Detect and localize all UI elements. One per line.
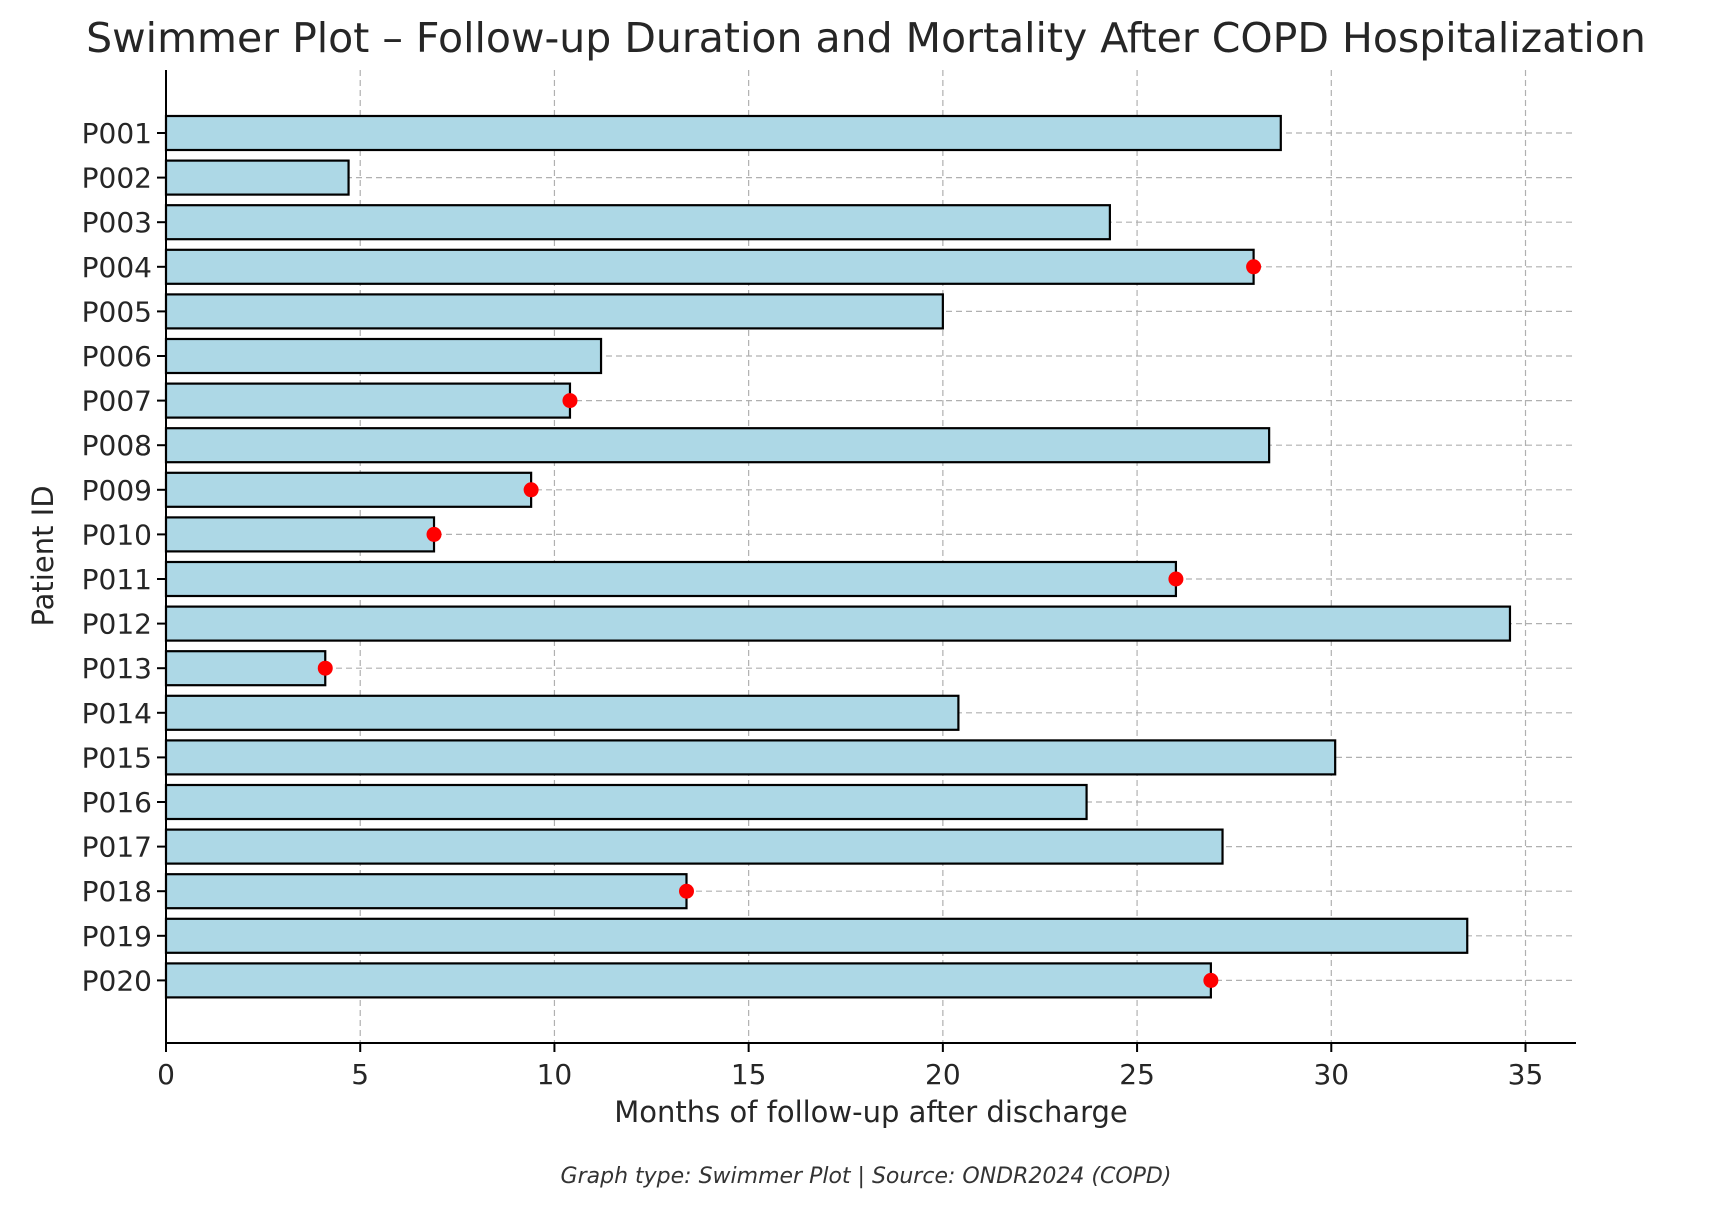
y-tick-label: P005 <box>82 295 152 328</box>
follow-up-bar <box>164 248 1255 285</box>
y-tick-label: P009 <box>82 474 152 507</box>
follow-up-bar <box>164 427 1271 464</box>
follow-up-bar <box>164 650 327 687</box>
follow-up-bar <box>164 917 1469 954</box>
y-tick-label: P007 <box>82 385 152 418</box>
x-tick-label: 20 <box>925 1058 961 1091</box>
follow-up-bar <box>164 114 1282 152</box>
death-marker <box>1168 571 1184 587</box>
follow-up-bar <box>164 293 944 330</box>
death-marker <box>523 482 539 498</box>
follow-up-bar <box>164 783 1088 821</box>
chart-caption: Graph type: Swimmer Plot | Source: ONDR2… <box>561 1164 1172 1189</box>
follow-up-bar <box>164 382 572 419</box>
bars <box>164 114 1512 999</box>
death-marker <box>562 393 578 409</box>
follow-up-bar <box>164 694 960 731</box>
y-tick-label: P011 <box>82 563 152 596</box>
y-tick-label: P013 <box>82 652 152 685</box>
x-tick-label: 35 <box>1508 1058 1544 1091</box>
follow-up-bar <box>164 560 1178 598</box>
y-tick-label: P012 <box>82 608 152 641</box>
follow-up-bar <box>164 739 1337 776</box>
death-marker <box>426 526 442 542</box>
follow-up-bar <box>164 159 350 196</box>
x-tick-label: 30 <box>1313 1058 1349 1091</box>
y-tick-label: P020 <box>82 964 152 997</box>
y-tick-label: P016 <box>82 786 152 819</box>
death-marker <box>317 660 333 676</box>
follow-up-bar <box>164 516 436 553</box>
x-axis-label: Months of follow-up after discharge <box>614 1095 1128 1129</box>
follow-up-bar <box>164 873 688 910</box>
y-tick-label: P014 <box>82 697 152 730</box>
y-tick-label: P017 <box>82 831 152 864</box>
follow-up-bar <box>164 828 1224 865</box>
x-tick-label: 0 <box>157 1058 175 1091</box>
y-tick-label: P019 <box>82 920 152 953</box>
x-tick-label: 15 <box>731 1058 767 1091</box>
y-tick-label: P003 <box>82 206 152 239</box>
y-tick-label: P002 <box>82 162 152 195</box>
y-tick-label: P015 <box>82 741 152 774</box>
y-tick-label: P010 <box>82 518 152 551</box>
y-tick-label: P004 <box>82 251 152 284</box>
death-marker <box>1246 259 1262 275</box>
axes <box>165 70 1576 1044</box>
follow-up-bar <box>164 605 1512 642</box>
ticks: 0 5 10 15 20 25 30 35 P001 P002 P003 P004 P005 P006 P0… <box>82 117 1544 1091</box>
death-marker <box>678 883 694 899</box>
y-tick-label: P001 <box>82 117 152 150</box>
death-markers <box>317 259 1262 988</box>
follow-up-bar <box>164 204 1111 241</box>
follow-up-bar <box>164 962 1212 999</box>
follow-up-bar <box>164 471 533 508</box>
y-tick-label: P018 <box>82 875 152 908</box>
y-axis-label: Patient ID <box>26 485 60 626</box>
x-tick-label: 5 <box>351 1058 369 1091</box>
follow-up-bar <box>164 337 603 375</box>
chart-title: Swimmer Plot – Follow-up Duration and Mo… <box>86 14 1646 62</box>
y-tick-label: P006 <box>82 340 152 373</box>
x-tick-label: 25 <box>1119 1058 1155 1091</box>
y-tick-label: P008 <box>82 429 152 462</box>
x-tick-label: 10 <box>537 1058 573 1091</box>
death-marker <box>1203 972 1219 988</box>
